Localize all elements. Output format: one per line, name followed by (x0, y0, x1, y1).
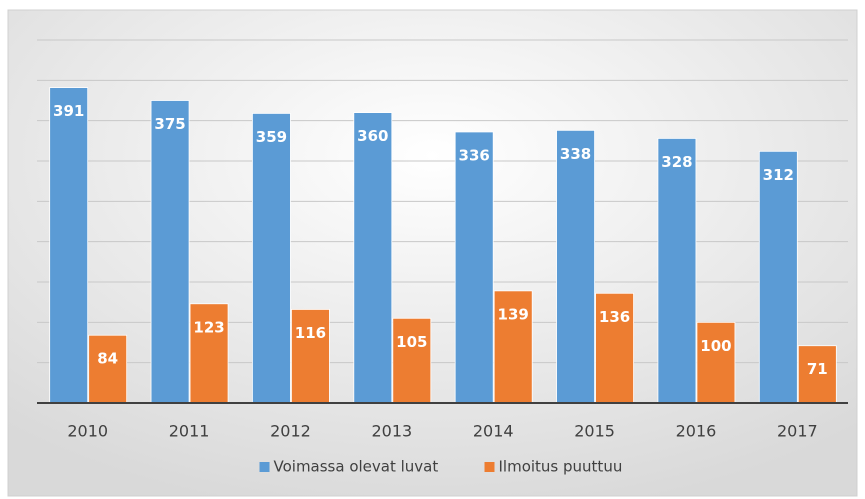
x-tick-label: 2011 (169, 422, 210, 441)
legend-swatch (259, 462, 270, 472)
bar (595, 292, 634, 404)
data-label: 391 (53, 102, 84, 120)
data-label: 105 (396, 333, 427, 351)
legend-swatch (484, 462, 495, 472)
bar (88, 334, 128, 404)
data-label: 312 (763, 166, 794, 184)
data-label: 123 (193, 318, 224, 336)
x-tick-label: 2012 (270, 422, 311, 441)
data-label: 136 (599, 308, 630, 326)
bar (556, 129, 595, 404)
bar (797, 345, 837, 404)
data-label: 360 (357, 127, 388, 145)
legend-label: Voimassa olevat luvat (274, 458, 439, 476)
x-tick-label: 2016 (676, 422, 717, 441)
data-label: 375 (154, 115, 185, 133)
x-tick-label: 2014 (473, 422, 514, 441)
data-label: 84 (97, 350, 118, 368)
x-tick-label: 2010 (67, 422, 108, 441)
bar (150, 100, 190, 404)
x-tick-label: 2017 (777, 422, 818, 441)
data-label: 338 (560, 145, 591, 163)
bar (189, 303, 229, 404)
x-tick-label: 2015 (574, 422, 615, 441)
bar (291, 309, 330, 404)
data-label: 100 (700, 337, 731, 355)
bar (353, 112, 393, 404)
data-label: 71 (807, 360, 828, 378)
data-label: 336 (459, 146, 490, 164)
legend-label: Ilmoitus puuttuu (499, 458, 623, 476)
data-label: 359 (256, 128, 287, 146)
x-tick-label: 2013 (371, 422, 412, 441)
bar (454, 131, 494, 404)
data-label: 328 (661, 153, 692, 171)
bar (696, 321, 736, 404)
bar (252, 113, 291, 404)
bar (392, 317, 432, 404)
data-label: 139 (498, 305, 529, 323)
data-label: 116 (295, 324, 326, 342)
bar (657, 138, 697, 404)
bar (758, 150, 798, 404)
chart-background (7, 9, 858, 497)
bar (49, 87, 89, 404)
